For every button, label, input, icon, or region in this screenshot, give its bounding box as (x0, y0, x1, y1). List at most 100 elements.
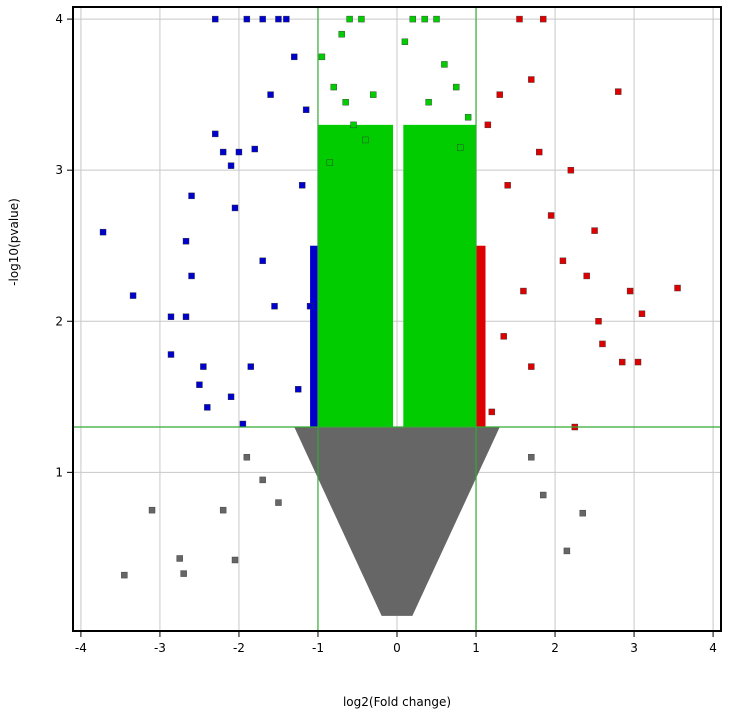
x-tick-label: -4 (75, 641, 87, 655)
downregulated-cloud (310, 245, 318, 428)
data-point-down (235, 148, 243, 156)
x-tick-label: -3 (154, 641, 166, 655)
data-point-up (583, 272, 590, 280)
data-point-unchanged-significant (433, 15, 440, 23)
data-point-up (674, 284, 681, 292)
x-tick-label: -2 (233, 641, 245, 655)
data-point-up (496, 91, 503, 98)
data-point-down (283, 15, 290, 23)
significant-unchanged-cloud-left (317, 124, 394, 428)
data-point-up (528, 76, 535, 83)
x-tick-label: 0 (393, 641, 401, 655)
data-point-down (204, 404, 211, 411)
data-point-down (212, 15, 219, 23)
data-point-down (251, 145, 258, 153)
data-point-up (634, 358, 642, 366)
data-point-down (247, 363, 255, 370)
data-point-not-significant (219, 506, 227, 514)
data-point-unchanged-significant (409, 15, 417, 23)
data-point-up (615, 88, 622, 95)
data-point-not-significant (176, 555, 183, 562)
data-point-down (259, 15, 266, 23)
data-point-unchanged-significant (421, 15, 428, 23)
x-axis-label: log2(Fold change) (343, 695, 451, 709)
data-point-down (259, 257, 266, 265)
x-tick-label: 2 (551, 641, 559, 655)
data-point-up (488, 408, 496, 416)
data-point-up (626, 287, 634, 295)
data-points (99, 15, 681, 579)
data-point-up (516, 15, 523, 23)
data-point-down (188, 192, 195, 200)
data-point-not-significant (231, 556, 239, 564)
x-tick-label: 3 (630, 641, 638, 655)
data-point-down (306, 302, 314, 310)
data-point-down (182, 313, 190, 320)
data-point-down (239, 420, 247, 428)
data-point-up (539, 15, 547, 23)
data-point-down (167, 351, 175, 358)
x-tick-label: 4 (709, 641, 717, 655)
data-point-unchanged-significant (346, 15, 353, 23)
data-point-up (536, 148, 543, 156)
data-point-up (559, 257, 567, 265)
data-point-down (243, 15, 251, 23)
data-point-down (182, 237, 190, 245)
data-point-up (567, 166, 575, 174)
data-point-not-significant (563, 547, 571, 555)
data-point-up (520, 287, 527, 295)
data-point-up (591, 227, 598, 234)
data-point-up (595, 318, 602, 325)
data-point-not-significant (121, 571, 128, 579)
x-tick-label: 1 (472, 641, 480, 655)
significant-unchanged-cloud-right (403, 124, 477, 428)
x-tick-label: -1 (312, 641, 324, 655)
data-point-not-significant (180, 570, 187, 577)
data-point-not-significant (528, 454, 535, 461)
data-point-not-significant (259, 476, 266, 484)
data-point-unchanged-significant (401, 38, 409, 45)
data-point-up (484, 121, 492, 129)
data-point-up (528, 363, 535, 370)
data-point-up (500, 333, 507, 340)
axis-ticks: -4 -3 -2 -1 0 1 2 3 4 1 2 3 4 (55, 12, 717, 655)
data-point-up (599, 340, 606, 348)
data-point-unchanged-significant (370, 91, 377, 98)
data-point-down (227, 393, 235, 401)
data-point-down (231, 204, 239, 212)
data-point-down (167, 313, 175, 320)
data-point-unchanged-significant (338, 30, 345, 38)
data-point-unchanged-significant (425, 98, 432, 106)
y-axis-label: -log10(pvalue) (7, 198, 21, 286)
data-point-not-significant (243, 454, 251, 461)
y-tick-label: 3 (55, 163, 63, 177)
non-significant-cloud (294, 427, 500, 616)
data-point-unchanged-significant (342, 98, 349, 106)
data-point-down (219, 148, 227, 156)
y-tick-label: 1 (55, 465, 63, 479)
data-point-down (200, 363, 207, 370)
data-point-unchanged-significant (318, 53, 326, 61)
data-point-down (295, 386, 302, 393)
data-point-down (275, 15, 282, 23)
data-point-up (619, 358, 626, 366)
data-point-unchanged-significant (350, 121, 357, 129)
data-point-unchanged-significant (453, 83, 460, 91)
data-point-unchanged-significant (457, 144, 464, 151)
data-point-down (267, 91, 274, 98)
data-point-down (188, 272, 195, 280)
data-point-down (129, 292, 137, 299)
y-tick-label: 4 (55, 12, 63, 26)
data-point-not-significant (275, 499, 282, 506)
data-point-down (302, 106, 310, 113)
data-point-up (504, 182, 511, 189)
y-tick-label: 2 (55, 314, 63, 328)
data-point-up (547, 212, 555, 219)
data-point-up (638, 310, 646, 317)
upregulated-cloud (476, 245, 486, 428)
data-point-down (99, 228, 107, 236)
data-point-unchanged-significant (464, 114, 472, 121)
data-point-unchanged-significant (362, 136, 369, 144)
dense-point-clouds (294, 124, 500, 616)
